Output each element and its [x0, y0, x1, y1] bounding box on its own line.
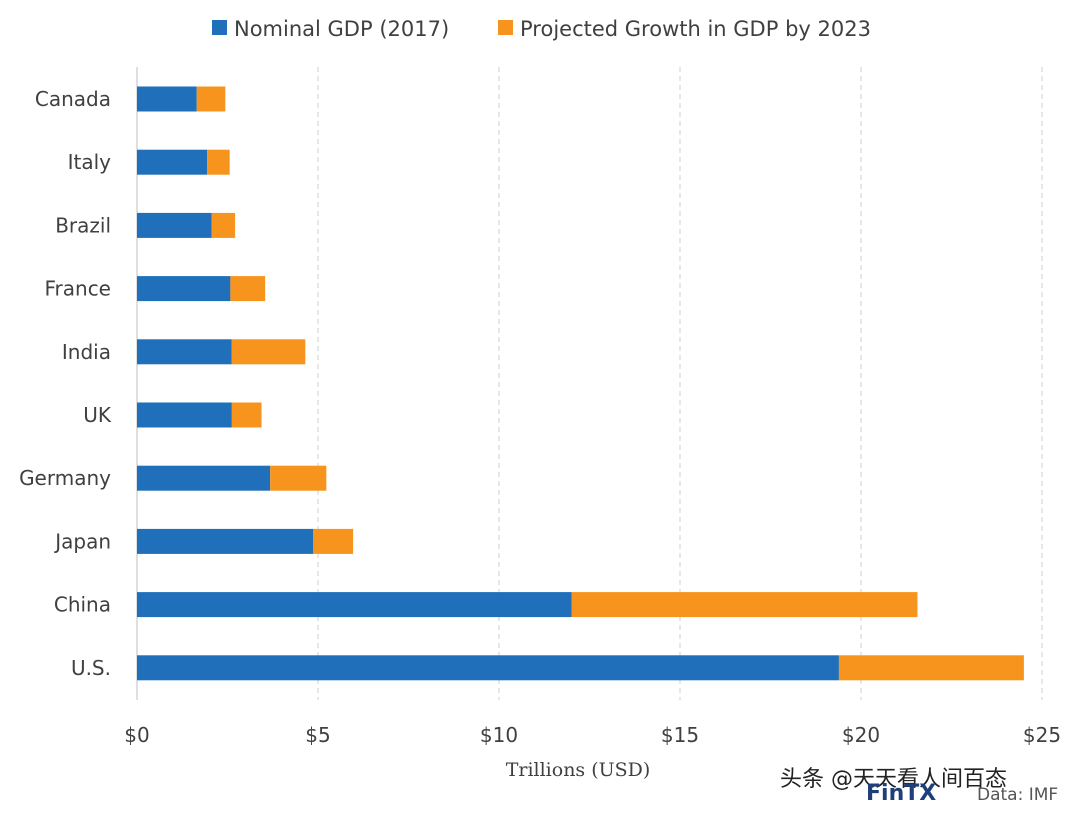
bar-canada-series-1 [196, 86, 226, 112]
category-label: France [44, 277, 111, 301]
category-label: China [54, 593, 111, 617]
watermark-text: 头条 @天天看人间百态 [780, 767, 1007, 792]
category-label: Germany [19, 466, 111, 490]
brand-logo-text: FinTX [866, 781, 936, 806]
bar-india-series-1 [231, 339, 306, 365]
x-tick-label: $0 [124, 723, 149, 747]
bar-germany-series-1 [270, 465, 327, 491]
category-label: Italy [68, 150, 112, 174]
legend-swatch-1 [498, 20, 513, 35]
bar-india-series-0 [137, 339, 232, 365]
bar-italy-series-0 [137, 149, 208, 175]
x-tick-label: $15 [661, 723, 699, 747]
category-labels: Canada Italy Brazil France India UK Germany Jap… [19, 87, 112, 680]
category-label: U.S. [71, 656, 111, 680]
category-label: Brazil [55, 213, 111, 237]
x-tick-label: $5 [305, 723, 330, 747]
legend: Nominal GDP (2017) Projected Growth in GD… [212, 17, 871, 41]
x-tick-label: $10 [480, 723, 518, 747]
data-source-label: Data: IMF [977, 785, 1058, 805]
bar-uk-series-1 [231, 402, 262, 428]
bar-china-series-1 [571, 592, 918, 618]
bar-italy-series-1 [207, 149, 230, 175]
x-tick-labels: $0 $5 $10 $15 $20 $25 [124, 723, 1061, 747]
legend-swatch-0 [212, 20, 227, 35]
bar-france-series-0 [137, 276, 231, 302]
bar-china-series-0 [137, 592, 572, 618]
watermark: 头条 @天天看人间百态 FinTX Data: IMF [780, 767, 1058, 806]
bar-us-series-1 [838, 655, 1024, 681]
x-axis-title: Trillions (USD) [506, 759, 651, 781]
bar-germany-series-0 [137, 465, 271, 491]
category-label: India [62, 340, 111, 364]
bar-us-series-0 [137, 655, 839, 681]
legend-label-1: Projected Growth in GDP by 2023 [520, 17, 871, 41]
category-label: UK [83, 403, 112, 427]
bar-france-series-1 [230, 276, 266, 302]
legend-label-0: Nominal GDP (2017) [234, 17, 449, 41]
category-label: Japan [53, 529, 111, 553]
bar-uk-series-0 [137, 402, 232, 428]
bars [137, 86, 1024, 681]
bar-canada-series-0 [137, 86, 197, 112]
bar-brazil-series-0 [137, 212, 212, 238]
bar-japan-series-0 [137, 528, 314, 554]
x-tick-label: $20 [842, 723, 880, 747]
x-tick-label: $25 [1023, 723, 1061, 747]
bar-brazil-series-1 [211, 212, 236, 238]
category-label: Canada [35, 87, 111, 111]
bar-japan-series-1 [313, 528, 354, 554]
